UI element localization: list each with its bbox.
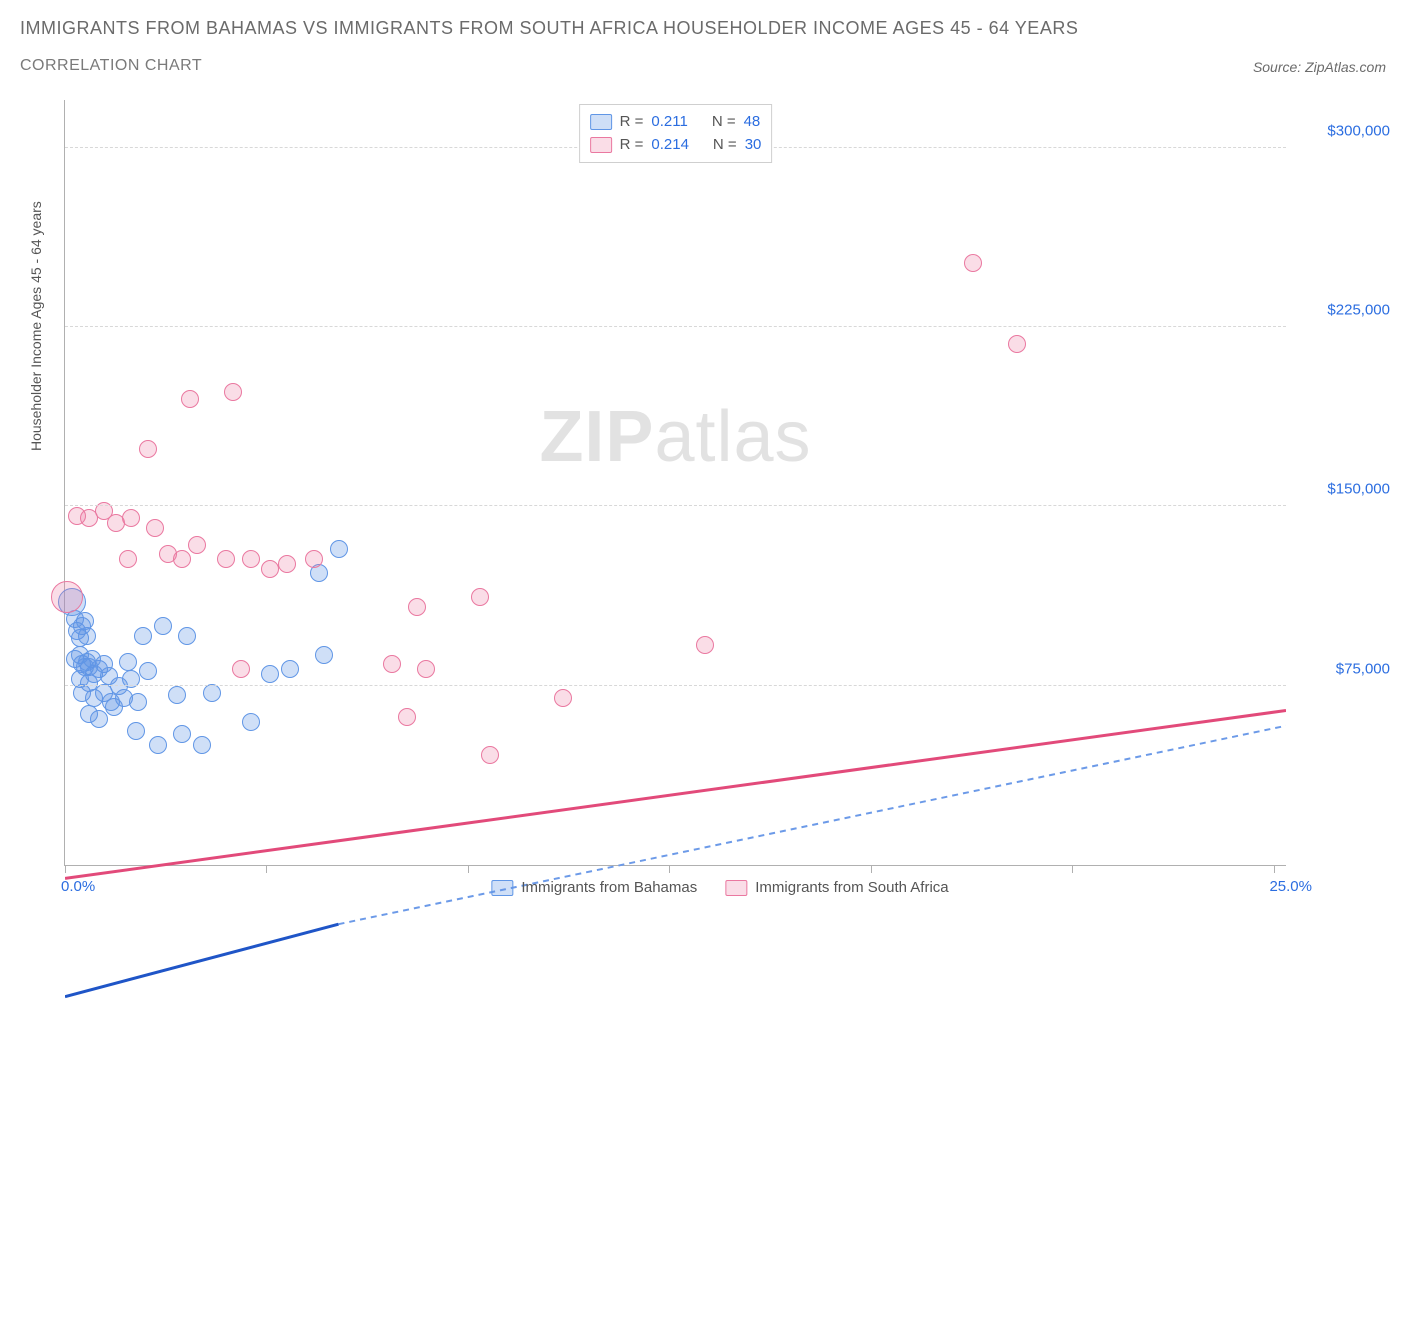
legend-swatch <box>725 880 747 896</box>
scatter-point <box>119 653 137 671</box>
swatch-south-africa <box>590 137 612 153</box>
legend-correlation: R = 0.211 N = 48 R = 0.214 N = 30 <box>579 104 773 163</box>
scatter-point <box>696 636 714 654</box>
scatter-point <box>122 509 140 527</box>
scatter-point <box>242 713 260 731</box>
scatter-point <box>261 665 279 683</box>
scatter-point <box>129 693 147 711</box>
scatter-point <box>203 684 221 702</box>
n-value-south-africa: 30 <box>745 134 762 157</box>
scatter-point <box>261 560 279 578</box>
scatter-point <box>481 746 499 764</box>
swatch-bahamas <box>590 114 612 130</box>
x-axis-max-label: 25.0% <box>1269 878 1312 895</box>
gridline <box>65 505 1286 506</box>
legend-row-bahamas: R = 0.211 N = 48 <box>590 111 762 134</box>
scatter-point <box>1008 335 1026 353</box>
legend-item: Immigrants from South Africa <box>725 879 948 896</box>
scatter-point <box>173 550 191 568</box>
r-label: R = <box>620 111 644 134</box>
r-value-bahamas: 0.211 <box>651 111 687 134</box>
scatter-plot: ZIPatlas R = 0.211 N = 48 R = 0.214 N = … <box>64 100 1286 866</box>
chart-subtitle: CORRELATION CHART <box>20 57 202 75</box>
scatter-point <box>964 254 982 272</box>
scatter-point <box>278 555 296 573</box>
n-label: N = <box>712 111 736 134</box>
y-tick-label: $150,000 <box>1294 481 1390 498</box>
scatter-point <box>305 550 323 568</box>
scatter-point <box>471 588 489 606</box>
x-tick <box>468 865 469 873</box>
gridline <box>65 685 1286 686</box>
scatter-point <box>51 581 83 613</box>
scatter-point <box>408 598 426 616</box>
scatter-point <box>383 655 401 673</box>
y-axis-title: Householder Income Ages 45 - 64 years <box>28 201 44 451</box>
scatter-point <box>217 550 235 568</box>
y-tick-label: $75,000 <box>1294 660 1390 677</box>
x-tick <box>669 865 670 873</box>
scatter-point <box>178 627 196 645</box>
scatter-point <box>119 550 137 568</box>
scatter-point <box>134 627 152 645</box>
legend-item: Immigrants from Bahamas <box>491 879 697 896</box>
scatter-point <box>181 390 199 408</box>
scatter-point <box>315 646 333 664</box>
scatter-point <box>188 536 206 554</box>
x-tick <box>871 865 872 873</box>
n-label: N = <box>713 134 737 157</box>
scatter-point <box>78 627 96 645</box>
source-attribution: Source: ZipAtlas.com <box>1253 59 1386 75</box>
scatter-point <box>281 660 299 678</box>
x-tick <box>266 865 267 873</box>
scatter-point <box>154 617 172 635</box>
scatter-point <box>242 550 260 568</box>
n-value-bahamas: 48 <box>744 111 761 134</box>
scatter-point <box>232 660 250 678</box>
y-tick-label: $225,000 <box>1294 302 1390 319</box>
scatter-point <box>224 383 242 401</box>
scatter-point <box>417 660 435 678</box>
legend-label: Immigrants from Bahamas <box>521 879 697 896</box>
r-label: R = <box>620 134 644 157</box>
legend-swatch <box>491 880 513 896</box>
scatter-point <box>193 736 211 754</box>
scatter-point <box>90 710 108 728</box>
scatter-point <box>173 725 191 743</box>
legend-label: Immigrants from South Africa <box>755 879 948 896</box>
x-tick <box>65 865 66 873</box>
scatter-point <box>149 736 167 754</box>
scatter-point <box>139 662 157 680</box>
y-tick-label: $300,000 <box>1294 122 1390 139</box>
r-value-south-africa: 0.214 <box>651 134 689 157</box>
scatter-point <box>127 722 145 740</box>
x-tick <box>1072 865 1073 873</box>
legend-series: Immigrants from Bahamas Immigrants from S… <box>491 879 948 896</box>
scatter-point <box>168 686 186 704</box>
scatter-point <box>330 540 348 558</box>
scatter-point <box>146 519 164 537</box>
x-axis-min-label: 0.0% <box>61 878 95 895</box>
scatter-point <box>139 440 157 458</box>
gridline <box>65 326 1286 327</box>
x-tick <box>1274 865 1275 873</box>
chart-area: Householder Income Ages 45 - 64 years ZI… <box>44 100 1396 902</box>
legend-row-south-africa: R = 0.214 N = 30 <box>590 134 762 157</box>
scatter-point <box>554 689 572 707</box>
scatter-point <box>398 708 416 726</box>
chart-title: IMMIGRANTS FROM BAHAMAS VS IMMIGRANTS FR… <box>20 18 1386 39</box>
